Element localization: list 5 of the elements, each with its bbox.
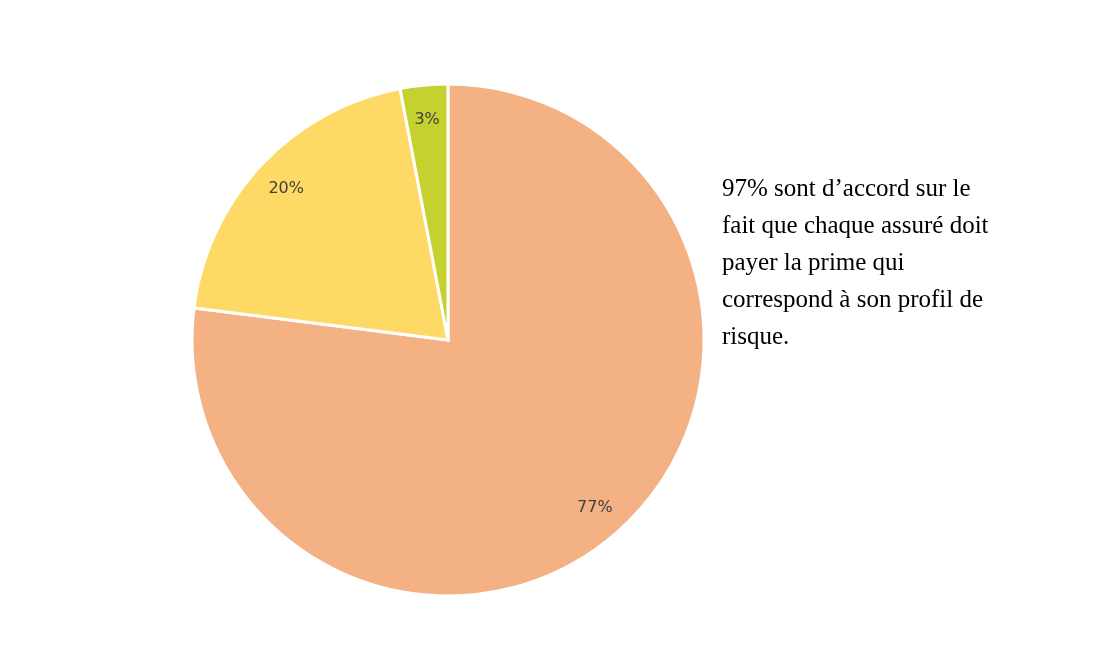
pie-slice [190, 82, 706, 598]
data-label: 20% [268, 178, 304, 198]
text: 97% sont d’accord sur le fait que chaque assuré doit payer la prime qui correspond à son profil de risque. [722, 174, 989, 349]
data-label: 77% [577, 496, 613, 516]
data-label: 3% [414, 108, 440, 128]
